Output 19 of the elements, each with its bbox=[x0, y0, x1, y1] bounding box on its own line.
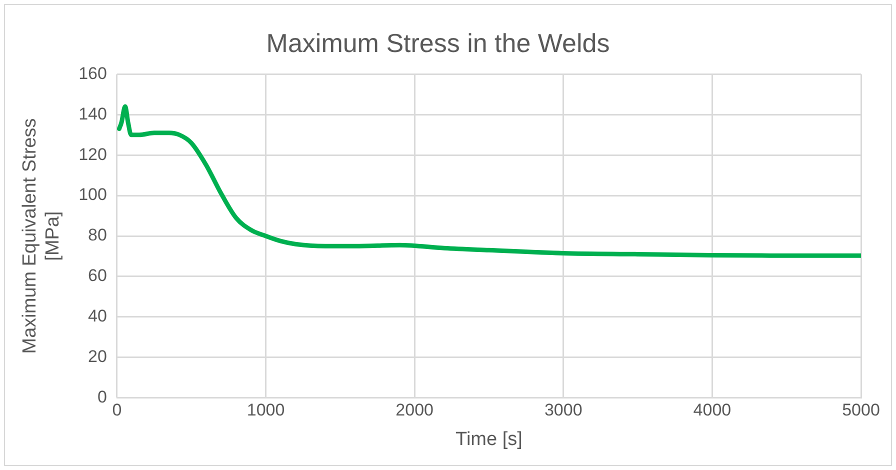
y-tick-label: 100 bbox=[78, 185, 107, 204]
y-axis-title: Maximum Equivalent Stress [MPa] bbox=[20, 118, 64, 354]
x-tick-label: 5000 bbox=[842, 400, 880, 420]
x-tick-label: 3000 bbox=[544, 400, 582, 420]
y-tick-label: 40 bbox=[88, 306, 107, 326]
chart-title: Maximum Stress in the Welds bbox=[266, 28, 610, 58]
y-tick-label: 80 bbox=[88, 226, 107, 245]
y-tick-label: 120 bbox=[78, 144, 107, 164]
y-tick-label: 0 bbox=[97, 387, 107, 406]
y-tick-label: 20 bbox=[88, 347, 107, 366]
line-series bbox=[116, 104, 861, 258]
x-tick-label: 1000 bbox=[246, 400, 285, 420]
x-tick-label: 4000 bbox=[693, 400, 732, 420]
x-tick-label: 2000 bbox=[396, 400, 434, 420]
y-tick-label: 160 bbox=[78, 64, 107, 83]
x-axis-title: Time [s] bbox=[456, 428, 522, 450]
y-tick-label: 140 bbox=[78, 104, 107, 124]
x-tick-label: 0 bbox=[112, 400, 122, 420]
y-tick-label: 60 bbox=[88, 266, 107, 286]
